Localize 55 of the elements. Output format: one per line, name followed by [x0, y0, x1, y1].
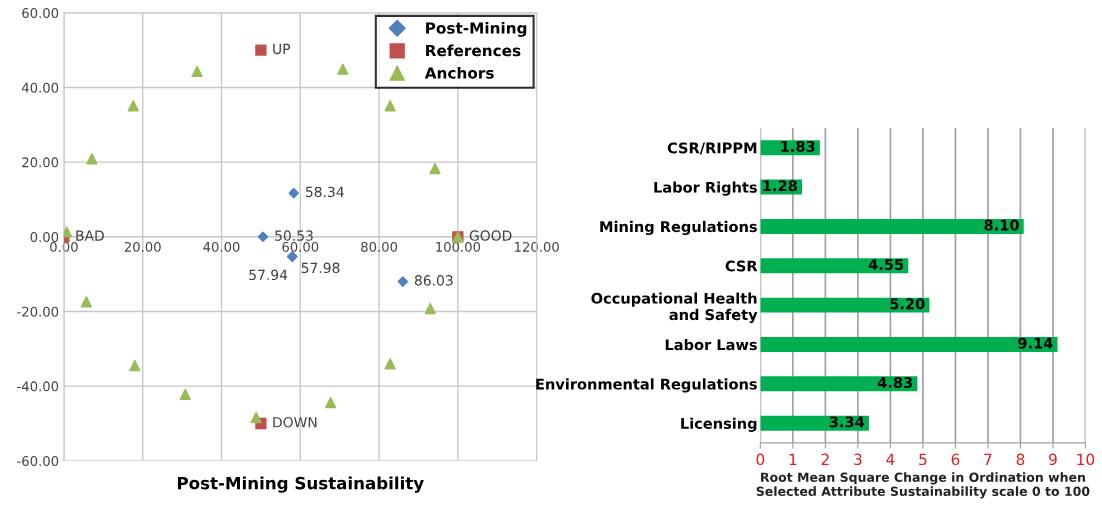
x-axis-title: Root Mean Square Change in Ordination when Selected Attribute Sustainability scale 0 to 100	[756, 472, 1090, 499]
annotation: UP	[273, 43, 291, 55]
y-tick-label: 40.00	[21, 82, 59, 93]
y-tick-label: 0.00	[30, 232, 59, 242]
legend-label: References	[426, 44, 521, 57]
annotation: 57.98	[301, 262, 340, 274]
data-label: 4.83	[877, 377, 913, 389]
legend-label: Anchors	[424, 66, 494, 79]
x-tick-label: 3	[854, 453, 862, 466]
y-tick-label: Environmental Regulations	[536, 378, 757, 393]
data-label: 9.14	[1018, 337, 1053, 349]
y-tick-label: CSR	[725, 260, 758, 272]
y-tick-label: CSR/RIPPM	[667, 142, 757, 155]
x-tick-label: 1	[789, 453, 797, 465]
x-tick-label: 100.00	[436, 241, 481, 252]
annotation: DOWN	[273, 416, 317, 428]
data-label: 1.28	[763, 180, 797, 192]
x-tick-label: 8	[1016, 453, 1025, 466]
annotation: GOOD	[469, 230, 512, 241]
x-axis-title: Post-Mining Sustainability	[177, 476, 424, 493]
x-tick-label: 9	[1049, 453, 1057, 466]
x-tick-label: 2	[821, 453, 829, 465]
y-tick-label: Mining Regulations	[600, 220, 757, 236]
x-tick-label: 5	[919, 453, 927, 466]
data-label: 5.20	[890, 298, 925, 310]
data-label: 3.34	[829, 416, 865, 428]
x-tick-label: 40.00	[203, 241, 240, 252]
x-tick-label: 0	[756, 453, 765, 466]
annotation: 50.53	[275, 230, 313, 241]
y-tick-label: -60.00	[17, 456, 59, 466]
x-tick-label: 120.00	[515, 241, 559, 252]
x-tick-label: 4	[886, 453, 895, 465]
data-label: 8.10	[984, 219, 1019, 231]
y-tick-label: Labor Rights	[654, 181, 757, 196]
x-tick-label: 0.00	[50, 241, 78, 252]
y-tick-label: Licensing	[681, 417, 757, 432]
x-tick-label: 10	[1077, 453, 1095, 466]
annotation: 86.03	[414, 275, 453, 286]
x-tick-label: 20.00	[124, 241, 161, 252]
y-tick-label: 60.00	[22, 8, 59, 18]
y-tick-label: -20.00	[17, 306, 59, 317]
y-tick-label: -40.00	[17, 381, 59, 392]
y-tick-label: Occupational Health and Safety	[591, 292, 758, 324]
annotation: BAD	[76, 230, 104, 241]
x-tick-label: 6	[951, 453, 960, 466]
x-tick-label: 60.00	[282, 241, 319, 252]
x-tick-label: 80.00	[361, 241, 398, 252]
data-label: 1.83	[781, 140, 815, 152]
annotation: 57.94	[249, 269, 288, 281]
x-tick-label: 7	[984, 453, 992, 465]
y-tick-label: 20.00	[22, 157, 59, 168]
y-tick-label: Labor Laws	[665, 338, 757, 351]
data-label: 4.55	[868, 259, 904, 270]
annotation: 58.34	[305, 186, 344, 198]
legend-label: Post-Mining	[426, 21, 527, 37]
